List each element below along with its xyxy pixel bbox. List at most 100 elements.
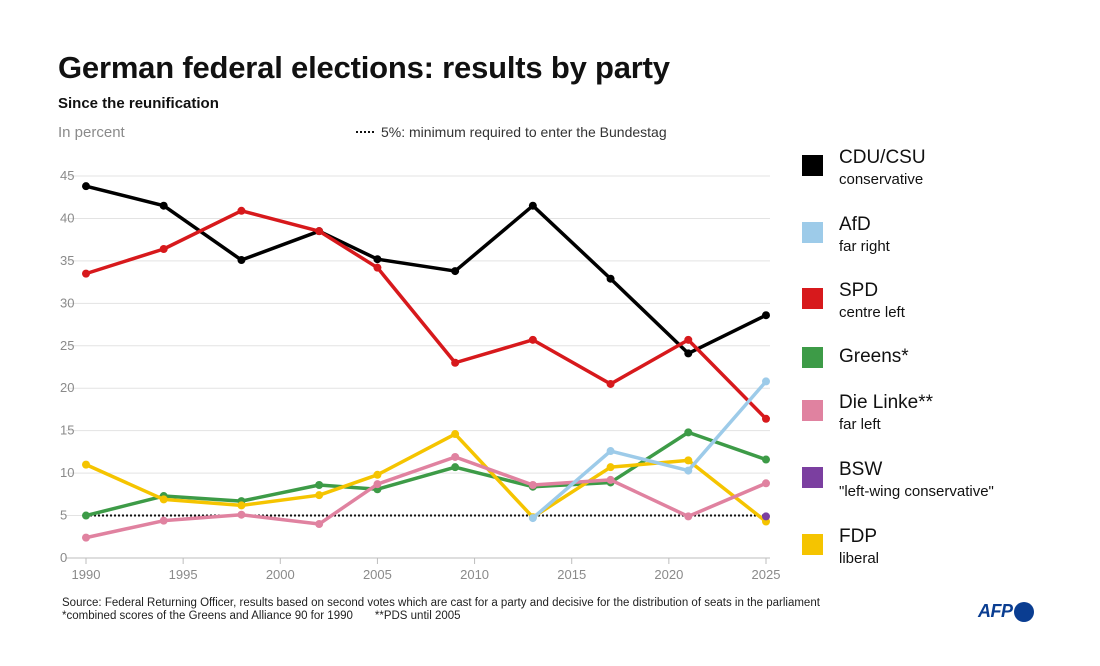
legend-desc: "left-wing conservative" <box>839 483 994 500</box>
data-point-greens <box>684 428 693 437</box>
series-line-spd <box>84 209 768 421</box>
data-point-die-linke <box>684 512 693 521</box>
source-text: Source: Federal Returning Officer, resul… <box>62 597 820 609</box>
data-point-die-linke <box>606 475 615 484</box>
legend-item-greens: Greens* <box>802 345 909 369</box>
data-point-fdp <box>606 463 615 472</box>
data-point-cdu-csu <box>159 201 168 210</box>
data-point-die-linke <box>159 516 168 525</box>
data-point-greens <box>762 455 770 464</box>
data-point-spd <box>82 269 90 278</box>
data-point-die-linke <box>762 479 770 488</box>
x-tick-label: 2010 <box>460 567 489 582</box>
threshold-note: 5%: minimum required to enter the Bundes… <box>356 124 667 140</box>
legend-name: BSW <box>839 459 883 480</box>
legend-swatch <box>802 155 823 176</box>
data-point-cdu-csu <box>237 256 246 265</box>
data-point-spd <box>315 227 324 236</box>
y-tick-label: 30 <box>60 295 74 310</box>
data-point-spd <box>528 335 537 344</box>
legend-swatch <box>802 222 823 243</box>
data-point-cdu-csu <box>762 311 770 320</box>
legend-swatch <box>802 288 823 309</box>
data-point-fdp <box>82 460 90 469</box>
y-tick-label: 15 <box>60 423 74 438</box>
y-tick-label: 20 <box>60 380 74 395</box>
legend-desc: far left <box>839 416 881 433</box>
legend-swatch <box>802 534 823 555</box>
data-point-bsw <box>762 512 770 521</box>
series-line-cdu-csu <box>84 184 768 356</box>
x-tick-label: 1995 <box>169 567 198 582</box>
y-tick-label: 25 <box>60 338 74 353</box>
data-point-afd <box>528 514 537 523</box>
legend-item-fdp: FDP liberal <box>802 525 879 569</box>
data-point-spd <box>159 245 168 254</box>
unit-label: In percent <box>58 124 125 141</box>
series-line-greens <box>84 430 768 518</box>
data-point-cdu-csu <box>606 274 615 283</box>
footnote-greens: *combined scores of the Greens and Allia… <box>62 610 353 622</box>
x-tick-label: 2020 <box>654 567 683 582</box>
legend-desc: liberal <box>839 550 880 567</box>
data-point-afd <box>606 447 615 456</box>
data-point-fdp <box>373 470 382 479</box>
x-tick-label: 2000 <box>266 567 295 582</box>
legend-item-die-linke: Die Linke** far left <box>802 391 933 435</box>
x-tick-label: 2025 <box>752 567 781 582</box>
legend-name: CDU/CSU <box>839 147 926 168</box>
data-point-spd <box>606 379 615 388</box>
data-point-spd <box>451 358 460 367</box>
x-tick-label: 2005 <box>363 567 392 582</box>
y-tick-label: 10 <box>60 465 74 480</box>
data-point-die-linke <box>373 480 382 489</box>
legend-swatch <box>802 467 823 488</box>
legend-item-cdu-csu: CDU/CSU conservative <box>802 146 926 190</box>
chart-subtitle: Since the reunification <box>58 95 219 112</box>
data-point-fdp <box>159 495 168 504</box>
data-point-afd <box>684 466 693 475</box>
data-point-greens <box>315 480 324 489</box>
data-point-spd <box>373 263 382 272</box>
data-point-fdp <box>237 501 246 510</box>
legend-desc: centre left <box>839 304 905 321</box>
afp-logo: AFP <box>978 601 1034 622</box>
y-tick-label: 40 <box>60 210 74 225</box>
legend-item-bsw: BSW "left-wing conservative" <box>802 458 994 502</box>
legend-name: SPD <box>839 280 879 301</box>
data-point-die-linke <box>528 480 537 489</box>
data-point-cdu-csu <box>451 267 460 276</box>
legend-swatch <box>802 347 823 368</box>
footnote-linke: **PDS until 2005 <box>374 610 461 622</box>
data-point-spd <box>684 335 693 344</box>
chart-title: German federal elections: results by par… <box>58 50 670 85</box>
data-point-greens <box>451 463 460 472</box>
legend-desc: far right <box>839 238 890 255</box>
legend-item-spd: SPD centre left <box>802 279 905 323</box>
data-point-fdp <box>684 456 693 465</box>
series-line-fdp <box>84 432 768 524</box>
data-point-die-linke <box>82 533 90 542</box>
data-point-spd <box>762 414 770 423</box>
data-point-fdp <box>315 491 324 500</box>
source-note: Source: Federal Returning Officer, resul… <box>62 597 820 623</box>
legend-name: Die Linke** <box>839 392 933 413</box>
legend-name: Greens* <box>839 346 909 367</box>
y-tick-label: 45 <box>60 168 74 183</box>
legend-name: AfD <box>839 214 871 235</box>
data-point-die-linke <box>451 452 460 461</box>
legend-item-afd: AfD far right <box>802 213 890 257</box>
threshold-note-text: 5%: minimum required to enter the Bundes… <box>381 124 667 140</box>
data-point-spd <box>237 206 246 215</box>
dotted-line-icon <box>356 131 374 133</box>
data-point-greens <box>82 511 90 520</box>
legend-swatch <box>802 400 823 421</box>
data-point-fdp <box>451 430 460 439</box>
y-tick-label: 35 <box>60 253 74 268</box>
y-tick-label: 0 <box>60 550 67 565</box>
legend-desc: conservative <box>839 171 924 188</box>
logo-dot-icon <box>1013 601 1034 622</box>
y-tick-label: 5 <box>60 508 67 523</box>
data-point-afd <box>762 377 770 386</box>
